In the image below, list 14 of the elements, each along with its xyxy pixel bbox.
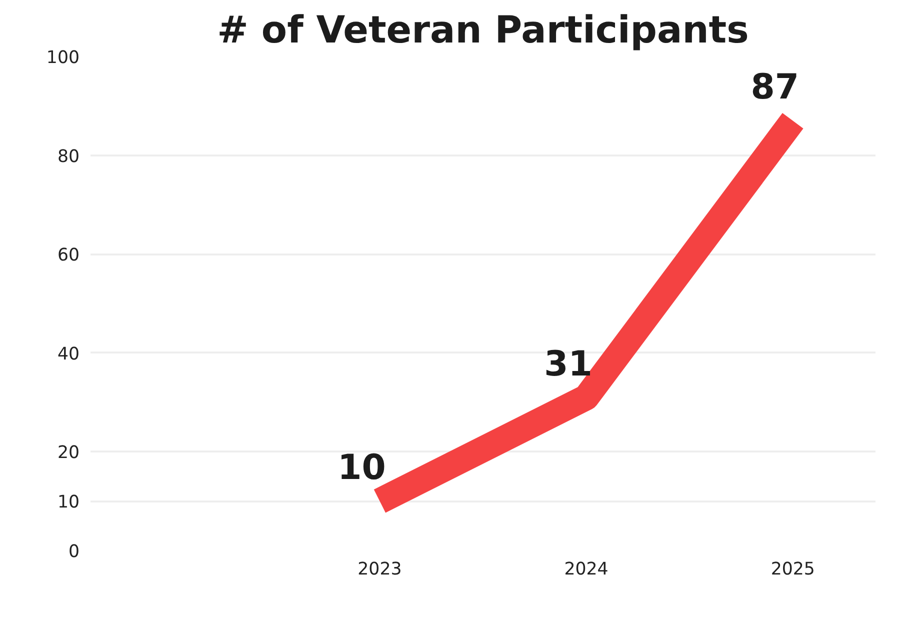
y-tick-label: 80 xyxy=(57,146,80,167)
x-tick-label: 2025 xyxy=(770,560,815,580)
y-tick-label: 60 xyxy=(57,246,80,266)
data-label: 10 xyxy=(338,448,386,488)
data-label: 87 xyxy=(750,68,799,108)
y-tick-label: 10 xyxy=(57,492,80,513)
y-tick-label: 40 xyxy=(57,344,80,364)
x-tick-label: 2024 xyxy=(564,560,608,580)
chart-title: # of Veteran Participants xyxy=(217,8,749,52)
y-tick-label: 100 xyxy=(46,48,80,68)
x-tick-label: 2023 xyxy=(358,560,402,580)
y-tick-label: 0 xyxy=(68,542,80,562)
y-tick-label: 20 xyxy=(57,443,80,464)
data-label: 31 xyxy=(544,344,592,384)
